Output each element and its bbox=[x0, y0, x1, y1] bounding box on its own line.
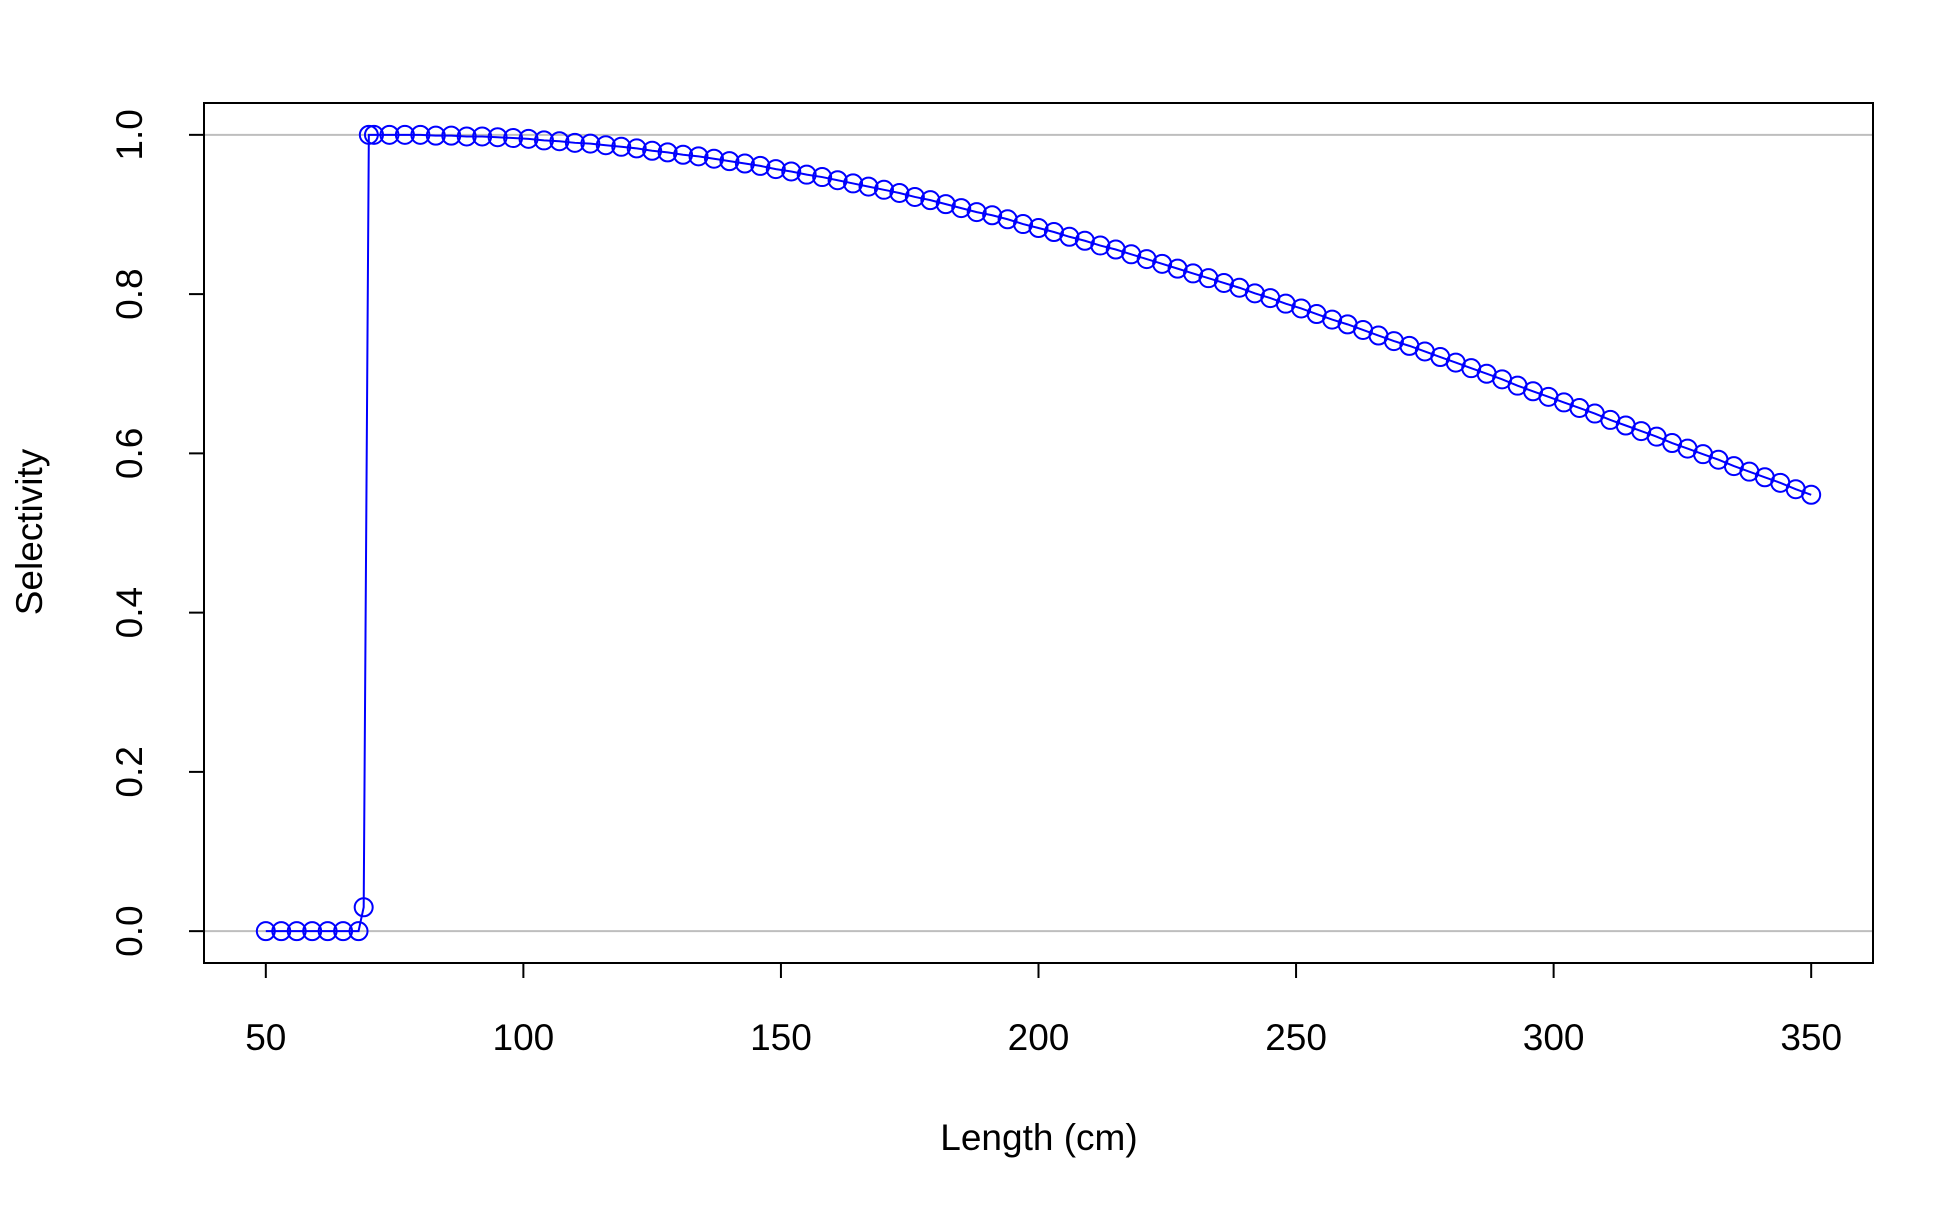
data-point bbox=[394, 124, 415, 145]
data-point bbox=[827, 170, 848, 191]
data-point bbox=[719, 151, 740, 172]
data-point bbox=[982, 205, 1003, 226]
data-point bbox=[904, 186, 925, 207]
y-tick-label: 1.0 bbox=[109, 109, 150, 160]
plot-frame bbox=[203, 102, 1874, 964]
data-point bbox=[379, 124, 400, 145]
data-point bbox=[410, 124, 431, 145]
data-point bbox=[358, 124, 379, 145]
data-point bbox=[657, 142, 678, 163]
data-point bbox=[271, 921, 292, 942]
data-point bbox=[363, 124, 384, 145]
data-point bbox=[456, 126, 477, 147]
data-point bbox=[611, 136, 632, 157]
data-point bbox=[765, 159, 786, 180]
data-point bbox=[518, 128, 539, 149]
data-point bbox=[889, 182, 910, 203]
x-tick-label: 100 bbox=[493, 1017, 555, 1058]
data-point bbox=[353, 897, 374, 918]
data-point bbox=[843, 173, 864, 194]
data-point bbox=[781, 161, 802, 182]
y-tick-label: 0.6 bbox=[109, 428, 150, 479]
data-point bbox=[425, 125, 446, 146]
data-point bbox=[1013, 214, 1034, 235]
data-point bbox=[302, 921, 323, 942]
data-point bbox=[564, 132, 585, 153]
data-point bbox=[595, 135, 616, 156]
data-point bbox=[734, 153, 755, 174]
x-tick-label: 200 bbox=[1008, 1017, 1070, 1058]
data-point bbox=[951, 198, 972, 219]
data-point bbox=[503, 128, 524, 149]
data-point bbox=[1801, 484, 1822, 505]
y-axis-label: Selectivity bbox=[9, 448, 50, 615]
x-tick-label: 250 bbox=[1265, 1017, 1327, 1058]
data-point bbox=[348, 921, 369, 942]
y-tick-label: 0.4 bbox=[109, 587, 150, 638]
x-tick-label: 300 bbox=[1523, 1017, 1585, 1058]
x-axis-label: Length (cm) bbox=[940, 1117, 1137, 1158]
y-tick-label: 0.0 bbox=[109, 905, 150, 956]
data-point bbox=[812, 167, 833, 188]
data-point bbox=[873, 179, 894, 200]
data-point bbox=[472, 126, 493, 147]
data-point bbox=[935, 194, 956, 215]
data-point bbox=[626, 138, 647, 159]
data-point bbox=[441, 125, 462, 146]
data-point bbox=[966, 202, 987, 223]
data-point bbox=[673, 144, 694, 165]
data-point bbox=[750, 155, 771, 176]
data-point bbox=[858, 176, 879, 197]
data-point bbox=[533, 130, 554, 151]
data-point bbox=[317, 921, 338, 942]
x-tick-label: 150 bbox=[750, 1017, 812, 1058]
data-point bbox=[286, 921, 307, 942]
data-point bbox=[1028, 218, 1049, 239]
data-point bbox=[487, 127, 508, 148]
data-point bbox=[333, 921, 354, 942]
x-tick-label: 350 bbox=[1780, 1017, 1842, 1058]
x-tick-label: 50 bbox=[245, 1017, 286, 1058]
data-point bbox=[703, 148, 724, 169]
data-point bbox=[1090, 235, 1111, 256]
data-point bbox=[920, 190, 941, 211]
data-point bbox=[688, 146, 709, 167]
data-point bbox=[1059, 226, 1080, 247]
data-point bbox=[580, 133, 601, 154]
data-point bbox=[642, 140, 663, 161]
series-line bbox=[265, 133, 1812, 933]
y-tick-label: 0.2 bbox=[109, 746, 150, 797]
y-tick-label: 0.8 bbox=[109, 268, 150, 319]
data-point bbox=[549, 131, 570, 152]
data-point bbox=[796, 164, 817, 185]
data-point bbox=[255, 921, 276, 942]
